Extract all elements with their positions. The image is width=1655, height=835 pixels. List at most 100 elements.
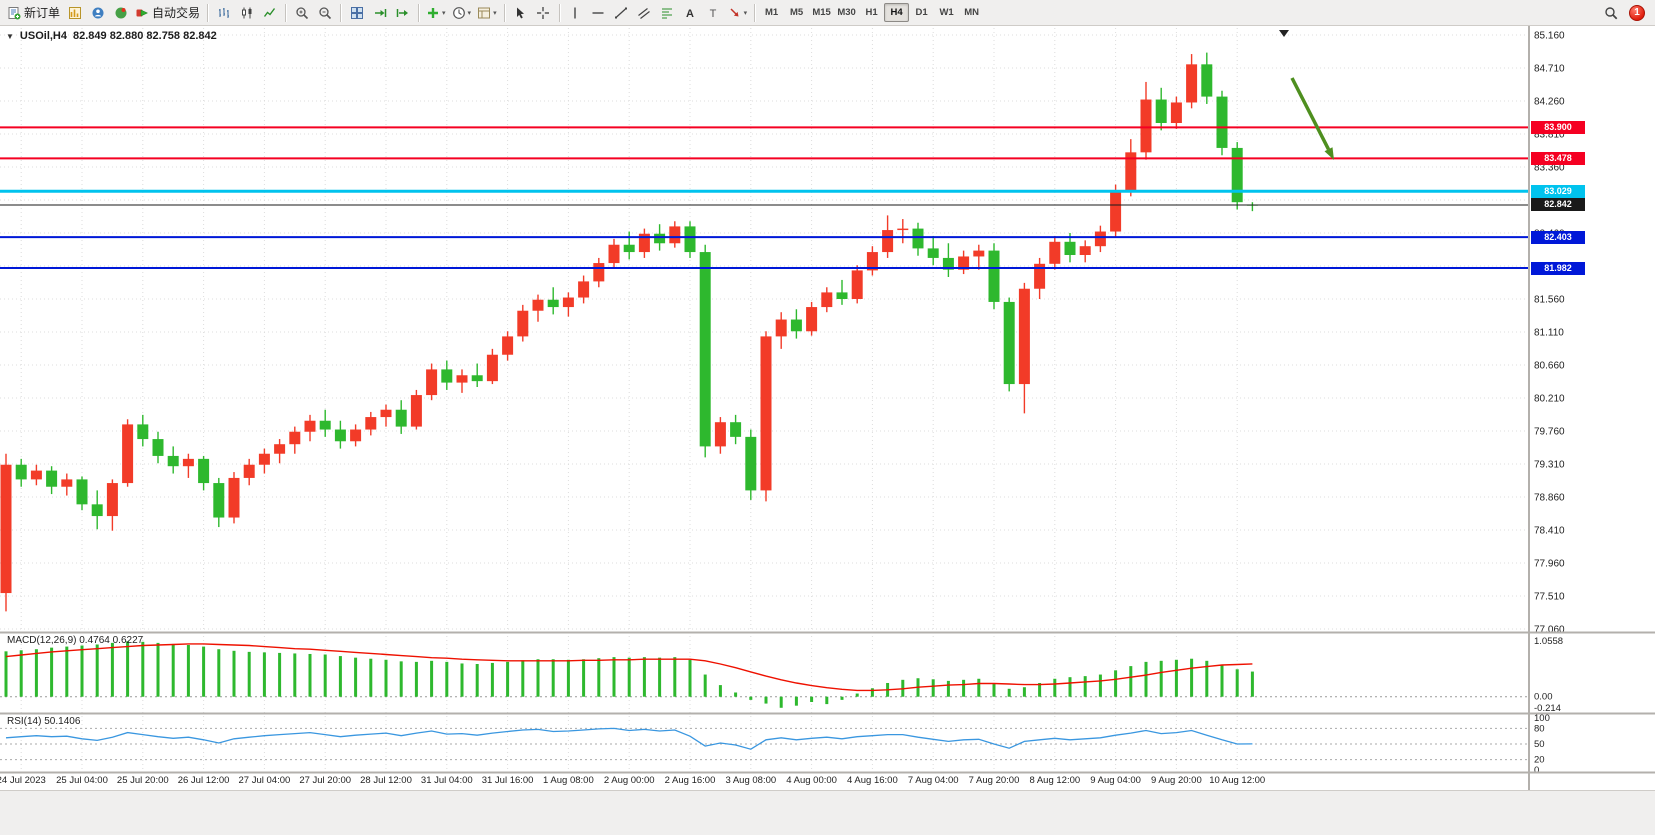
price-chart[interactable]: 85.16084.71084.26083.81083.36082.91082.4…: [0, 26, 1655, 790]
timeframe-m1[interactable]: M1: [764, 7, 779, 18]
rsi-label: RSI(14) 50.1406: [7, 716, 81, 727]
periods-icon: [452, 6, 466, 20]
svg-text:80: 80: [1534, 723, 1545, 734]
chart-shift-marker[interactable]: [1279, 30, 1289, 37]
timeframe-mn[interactable]: MN: [964, 7, 979, 18]
line-chart-icon: [263, 6, 277, 20]
svg-text:24 Jul 2023: 24 Jul 2023: [0, 775, 46, 786]
horizontal-lines[interactable]: [0, 126, 1528, 270]
auto-scroll-button[interactable]: [368, 2, 391, 23]
charts-button[interactable]: [63, 2, 86, 23]
svg-text:-0.214: -0.214: [1534, 703, 1561, 714]
timeframe-w1[interactable]: W1: [939, 7, 954, 18]
svg-text:9 Aug 04:00: 9 Aug 04:00: [1090, 775, 1141, 786]
new-order-icon: [7, 6, 21, 20]
timeframe-m30[interactable]: M30: [837, 7, 856, 18]
panel-separators[interactable]: [0, 26, 1655, 790]
svg-text:0.00: 0.00: [1534, 692, 1553, 703]
price-level-tag[interactable]: 83.478: [1531, 151, 1585, 165]
label-button[interactable]: T: [702, 2, 725, 23]
price-level-tag[interactable]: 83.029: [1531, 184, 1585, 198]
crosshair-button[interactable]: [532, 2, 555, 23]
trendline-button[interactable]: [610, 2, 633, 23]
chevron-down-icon: ▾: [467, 9, 472, 17]
trend-arrow[interactable]: [1290, 77, 1331, 151]
timeframe-m15[interactable]: M15: [812, 7, 831, 18]
candlestick-button[interactable]: [235, 2, 258, 23]
zoom-out-icon: [318, 6, 332, 20]
text-button[interactable]: A: [679, 2, 702, 23]
autotrading-button[interactable]: 自动交易: [132, 2, 203, 23]
svg-text:2 Aug 00:00: 2 Aug 00:00: [604, 775, 655, 786]
zoom-in-button[interactable]: [290, 2, 313, 23]
svg-text:1.0558: 1.0558: [1534, 636, 1563, 647]
market-data-button[interactable]: [109, 2, 132, 23]
periods-button[interactable]: ▾: [449, 2, 475, 23]
bar-chart-button[interactable]: [212, 2, 235, 23]
price-level-tag[interactable]: 83.900: [1531, 120, 1585, 134]
svg-text:31 Jul 16:00: 31 Jul 16:00: [482, 775, 534, 786]
svg-text:3 Aug 08:00: 3 Aug 08:00: [725, 775, 776, 786]
svg-text:10 Aug 12:00: 10 Aug 12:00: [1209, 775, 1265, 786]
chart-window: 85.16084.71084.26083.81083.36082.91082.4…: [0, 26, 1655, 790]
svg-text:77.060: 77.060: [1534, 625, 1565, 636]
horizontal-line-button[interactable]: [587, 2, 610, 23]
hline-icon: [591, 6, 605, 20]
svg-text:100: 100: [1534, 713, 1550, 724]
chevron-down-icon: ▾: [442, 9, 446, 17]
price-level-tag[interactable]: 82.403: [1531, 230, 1585, 244]
toolbar-separator: [340, 3, 342, 22]
macd-label: MACD(12,26,9) 0.4764 0.6227: [7, 635, 144, 646]
svg-text:7 Aug 20:00: 7 Aug 20:00: [969, 775, 1020, 786]
svg-text:25 Jul 20:00: 25 Jul 20:00: [117, 775, 169, 786]
trend-arrow-head[interactable]: [1324, 147, 1335, 160]
svg-text:27 Jul 20:00: 27 Jul 20:00: [299, 775, 351, 786]
toolbar-separator: [418, 3, 420, 22]
search-button[interactable]: [1599, 2, 1622, 23]
svg-text:80.210: 80.210: [1534, 394, 1565, 405]
svg-text:7 Aug 04:00: 7 Aug 04:00: [908, 775, 959, 786]
svg-text:28 Jul 12:00: 28 Jul 12:00: [360, 775, 412, 786]
line-chart-button[interactable]: [258, 2, 281, 23]
timeframe-h4[interactable]: H4: [884, 3, 910, 22]
svg-text:8 Aug 12:00: 8 Aug 12:00: [1029, 775, 1080, 786]
cursor-button[interactable]: [509, 2, 532, 23]
market-data-icon: [114, 6, 128, 20]
crosshair-icon: [536, 6, 550, 20]
svg-text:81.560: 81.560: [1534, 295, 1565, 306]
chart-collapse-icon[interactable]: ▼: [6, 31, 14, 41]
candlestick-icon: [240, 6, 254, 20]
indicators-button[interactable]: ▾: [423, 2, 449, 23]
current-price-tag[interactable]: 82.842: [1531, 198, 1585, 212]
timeframe-m5[interactable]: M5: [789, 7, 804, 18]
tile-windows-button[interactable]: [345, 2, 368, 23]
cursor-icon: [513, 6, 527, 20]
svg-text:83.360: 83.360: [1534, 163, 1565, 174]
svg-text:20: 20: [1534, 755, 1545, 766]
timeframe-d1[interactable]: D1: [915, 7, 928, 18]
templates-button[interactable]: ▾: [474, 2, 500, 23]
channel-button[interactable]: [633, 2, 656, 23]
fibonacci-icon: [660, 6, 674, 20]
templates-icon: [477, 6, 491, 20]
vertical-line-button[interactable]: [564, 2, 587, 23]
chart-shift-button[interactable]: [391, 2, 414, 23]
toolbar-separator: [558, 3, 560, 22]
profiles-button[interactable]: [86, 2, 109, 23]
profiles-icon: [91, 6, 105, 20]
fibonacci-button[interactable]: [656, 2, 679, 23]
svg-text:85.160: 85.160: [1534, 31, 1565, 42]
svg-text:T: T: [710, 8, 717, 20]
notification-badge[interactable]: 1: [1629, 4, 1645, 21]
price-level-tag[interactable]: 81.982: [1531, 261, 1585, 275]
arrows-icon: [728, 6, 742, 20]
svg-text:83.810: 83.810: [1534, 130, 1565, 141]
chevron-down-icon: ▾: [493, 9, 497, 17]
zoom-out-button[interactable]: [313, 2, 336, 23]
autotrading-icon: [135, 6, 149, 20]
new-order-button[interactable]: 新订单: [4, 2, 63, 23]
arrows-button[interactable]: ▾: [725, 2, 751, 23]
annotations[interactable]: [1279, 30, 1334, 160]
timeframe-h1[interactable]: H1: [865, 7, 878, 18]
svg-text:84.260: 84.260: [1534, 97, 1565, 108]
